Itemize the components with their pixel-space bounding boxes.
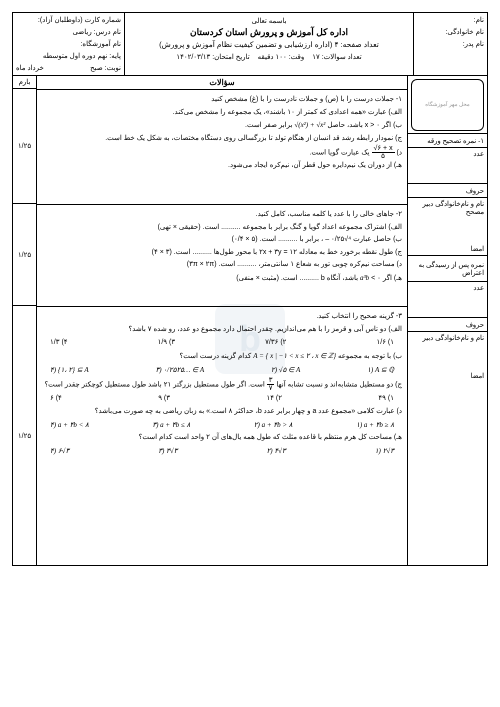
body: محل مهر آموزشگاه ۱- نمره تصحیح ورقه عدد … xyxy=(13,76,487,565)
score-header: بارم xyxy=(13,76,36,89)
grade-num-1: عدد xyxy=(408,148,487,184)
score-col: بارم ۱/۲۵ ۱/۲۵ ۱/۲۵ xyxy=(13,76,37,565)
stamp-box: محل مهر آموزشگاه xyxy=(411,79,484,131)
score-q1: ۱/۲۵ xyxy=(13,89,36,204)
exam-sheet: نام: نام خانوادگی: نام پدر: باسمه تعالی … xyxy=(12,12,488,566)
student-info: نام: نام خانوادگی: نام پدر: xyxy=(413,13,487,75)
q3d-opt2[interactable]: ۲) a + ۴b > ۸ xyxy=(254,419,293,432)
main: سؤالات ۱- جملات درست را با (ص) و جملات ن… xyxy=(13,76,407,565)
q1-d: د) √۶ + x۵ یک عبارت گویا است. xyxy=(42,145,402,160)
q3-c-options: ۱) ۴۹ ۲) ۱۴ ۳) ۹ ۴) ۶ xyxy=(42,392,402,406)
q2-a: الف) اشتراک مجموعه اعداد گویا و گنگ براب… xyxy=(42,222,402,235)
q3-d: د) عبارت کلامی «مجموع عدد a و چهار برابر… xyxy=(42,406,402,419)
q3b-opt4[interactable]: ۴) {۱، ۲} ⊆ A xyxy=(50,364,89,377)
grade-letters-2: حروف xyxy=(408,318,487,332)
score-q3: ۱/۲۵ xyxy=(13,306,36,565)
q3-a: الف) دو تاس آبی و قرمز را با هم می‌انداز… xyxy=(42,324,402,337)
q2-e: هـ) اگر ۰ > a³b باشد، آنگاه b ..........… xyxy=(42,272,402,286)
subject: نام درس: ریاضی xyxy=(16,28,121,36)
q3a-opt4[interactable]: ۴) ۱/۳ xyxy=(50,337,68,350)
grade: پایه: نهم دوره اول متوسطه xyxy=(16,52,121,60)
q2-b: ب) حاصل عبارت ⁴√۰/۲۵ – ، برابر با ......… xyxy=(42,234,402,247)
q-count: تعداد سوالات: ۱۷ xyxy=(312,53,361,61)
q3d-opt1[interactable]: ۱) a + ۴b ≥ ۸ xyxy=(356,419,394,432)
q3e-opt1[interactable]: ۱) ۲√۳ xyxy=(375,445,394,458)
q1-a: الف) عبارت «همه اعدادی که کمتر از ۱۰ باش… xyxy=(42,107,402,120)
q3b-opt3[interactable]: ۳) ۰/۲۵۲۵… ∈ A xyxy=(155,364,204,377)
question-1: ۱- جملات درست را با (ص) و جملات نادرست ر… xyxy=(37,90,407,205)
page-count: تعداد صفحه: ۴ (اداره ارزشیابی و تضمین کی… xyxy=(129,40,409,49)
questions-col: سؤالات ۱- جملات درست را با (ص) و جملات ن… xyxy=(37,76,407,565)
q3c-opt3[interactable]: ۳) ۹ xyxy=(158,393,170,406)
label-father: نام پدر: xyxy=(417,40,484,48)
q3c-opt4[interactable]: ۴) ۶ xyxy=(50,393,62,406)
q3b-opt1[interactable]: ۱) A ⊆ ℚ xyxy=(367,364,394,377)
header-center: باسمه تعالی اداره کل آموزش و پرورش استان… xyxy=(125,13,413,75)
teacher-2: نام و نام‌خانوادگی دبیر امضا xyxy=(408,332,487,565)
q3a-opt3[interactable]: ۳) ۱/۹ xyxy=(158,337,176,350)
q3d-opt3[interactable]: ۳) a + ۴b ≤ ۸ xyxy=(152,419,190,432)
school: نام آموزشگاه: xyxy=(16,40,121,48)
grading-sidebar: محل مهر آموزشگاه ۱- نمره تصحیح ورقه عدد … xyxy=(407,76,487,565)
grade-num-2: عدد xyxy=(408,282,487,318)
card-number: شماره کارت (داوطلبان آزاد): xyxy=(16,16,121,24)
question-2: ۲- جاهای خالی را با عدد یا کلمه مناسب، ک… xyxy=(37,205,407,307)
q3-e: هـ) مساحت کل هرم منتظم با قاعده مثلث که … xyxy=(42,432,402,445)
grade-title-1: ۱- نمره تصحیح ورقه xyxy=(408,134,487,148)
grade-title-2: نمره پس از رسیدگی به اعتراض xyxy=(408,256,487,282)
q3c-opt1[interactable]: ۱) ۴۹ xyxy=(378,393,394,406)
q2-c: ج) طول نقطه برخورد خط به معادله ۱۲ = ۲x … xyxy=(42,247,402,260)
q3a-opt1[interactable]: ۱) ۱/۶ xyxy=(376,337,394,350)
label-name: نام: xyxy=(417,16,484,24)
label-family: نام خانوادگی: xyxy=(417,28,484,36)
q3b-opt2[interactable]: ۲) √۵ ∈ A xyxy=(271,364,300,377)
exam-info: شماره کارت (داوطلبان آزاد): نام درس: ریا… xyxy=(13,13,125,75)
exam-date: تاریخ امتحان: ۱۴۰۲/۰۳/۱۳ xyxy=(176,53,249,61)
month: خرداد ماه xyxy=(16,64,44,72)
bismillah: باسمه تعالی xyxy=(129,17,409,25)
q1-b: ب) اگر ۰ < x باشد، حاصل √(x²) + √x² براب… xyxy=(42,119,402,133)
q2-title: ۲- جاهای خالی را با عدد یا کلمه مناسب، ک… xyxy=(42,209,402,222)
q3-b-options: ۱) A ⊆ ℚ ۲) √۵ ∈ A ۳) ۰/۲۵۲۵… ∈ A ۴) {۱،… xyxy=(42,363,402,377)
q3-title: ۳- گزینه صحیح را انتخاب کنید. xyxy=(42,311,402,324)
score-q2: ۱/۲۵ xyxy=(13,204,36,306)
q1-title: ۱- جملات درست را با (ص) و جملات نادرست ر… xyxy=(42,94,402,107)
q3c-opt2[interactable]: ۲) ۱۴ xyxy=(266,393,282,406)
q3e-opt2[interactable]: ۲) ۴√۳ xyxy=(267,445,286,458)
question-3: ۳- گزینه صحیح را انتخاب کنید. الف) دو تا… xyxy=(37,307,407,565)
teacher-1: نام و نام‌خانوادگی دبیر مصحح امضا xyxy=(408,198,487,256)
grade-letters-1: حروف xyxy=(408,184,487,198)
q1-e: هـ) از دوران یک نیم‌دایره حول قطر آن، نی… xyxy=(42,160,402,173)
q3e-opt4[interactable]: ۴) ۶√۳ xyxy=(50,445,69,458)
q3-c: ج) دو مستطیل متشابه‌اند و نسبت تشابه آنه… xyxy=(42,377,402,392)
duration: وقت: ۱۰۰ دقیقه xyxy=(258,53,305,61)
q3d-opt4[interactable]: ۴) a + ۴b < ۸ xyxy=(50,419,89,432)
q2-d: د) مساحت نیم‌کره چوبی تور به شعاع ۱ سانت… xyxy=(42,259,402,272)
exam-meta: تعداد سوالات: ۱۷ وقت: ۱۰۰ دقیقه تاریخ ام… xyxy=(129,53,409,61)
q1-c: ج) نمودار رابطه رشد قد انسان از هنگام تو… xyxy=(42,133,402,146)
q3-e-options: ۱) ۲√۳ ۲) ۴√۳ ۳) ۳√۳ ۴) ۶√۳ xyxy=(42,444,402,458)
q3-b: ب) با توجه به مجموعه A = { x | −۱ < x ≤ … xyxy=(42,350,402,364)
questions-header: سؤالات xyxy=(37,76,407,90)
org-title: اداره کل آموزش و پرورش استان کردستان xyxy=(129,27,409,38)
q3e-opt3[interactable]: ۳) ۳√۳ xyxy=(158,445,177,458)
header: نام: نام خانوادگی: نام پدر: باسمه تعالی … xyxy=(13,13,487,76)
q3a-opt2[interactable]: ۲) ۷/۳۶ xyxy=(265,337,286,350)
shift: نوبت: صبح xyxy=(90,64,121,72)
q3-d-options: ۱) a + ۴b ≥ ۸ ۲) a + ۴b > ۸ ۳) a + ۴b ≤ … xyxy=(42,418,402,432)
q3-a-options: ۱) ۱/۶ ۲) ۷/۳۶ ۳) ۱/۹ ۴) ۱/۳ xyxy=(42,336,402,350)
